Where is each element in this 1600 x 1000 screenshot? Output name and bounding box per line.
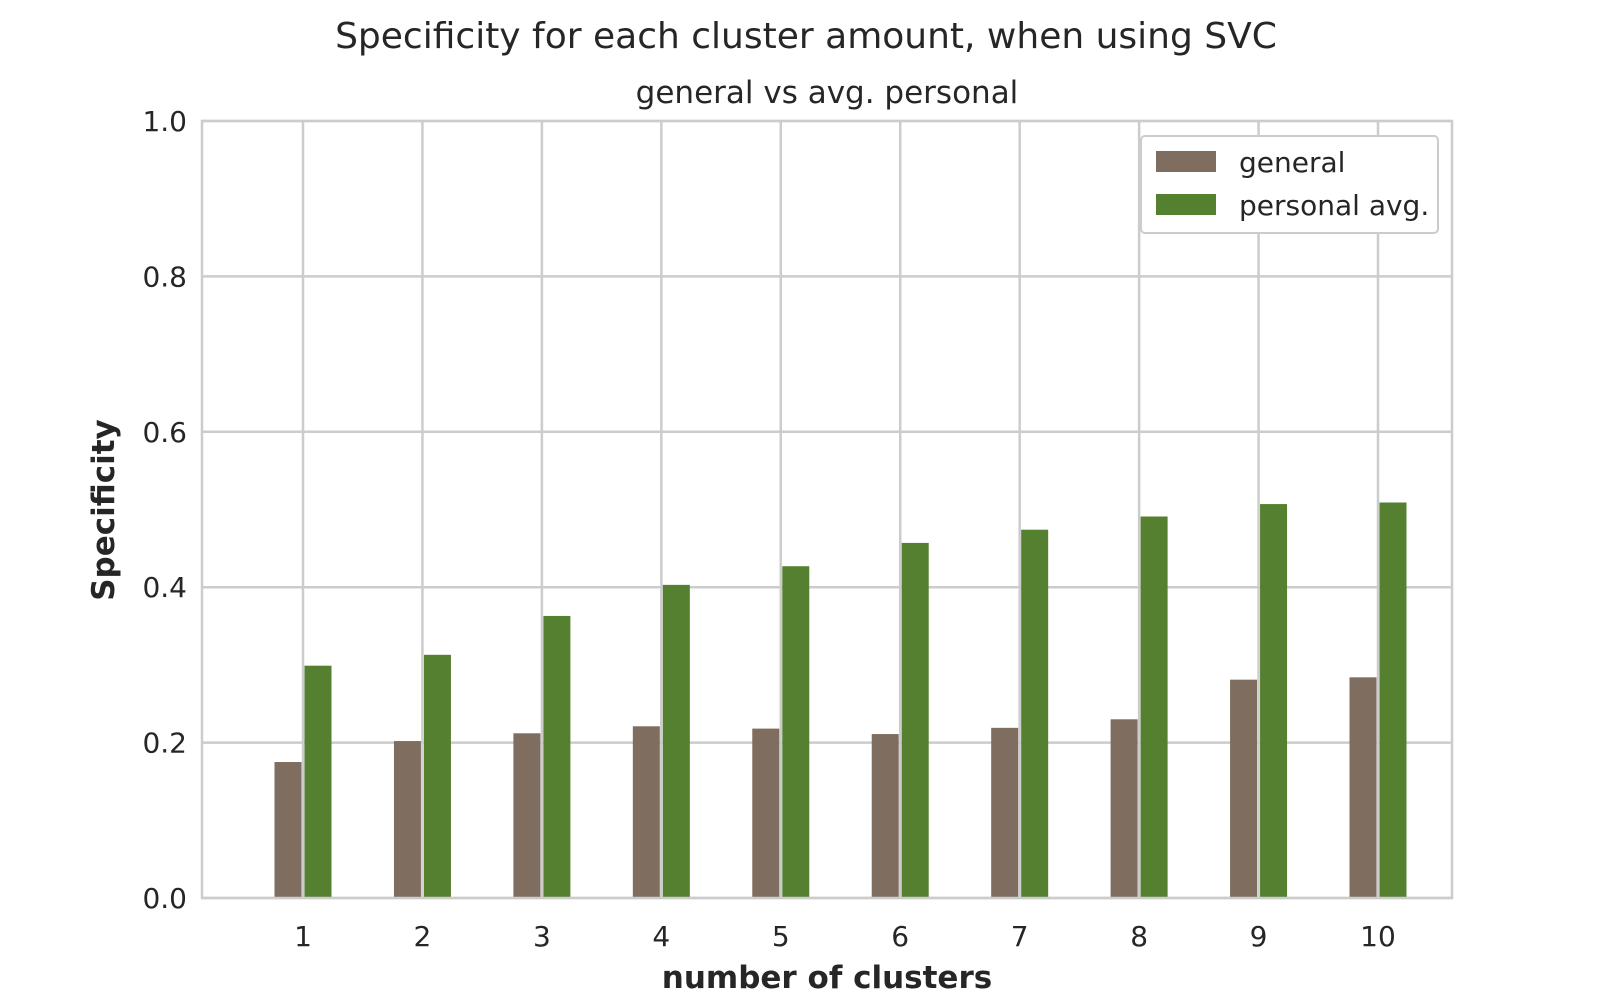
x-tick-label: 10 [1360, 920, 1396, 953]
x-tick-label: 3 [533, 920, 551, 953]
x-tick-label: 8 [1130, 920, 1148, 953]
bar-general-3 [513, 733, 541, 898]
bar-personal-avg-4 [662, 584, 690, 898]
bar-personal-avg-8 [1140, 516, 1168, 898]
x-tick-labels: 1 2 3 4 5 6 7 8 9 10 [294, 920, 1396, 953]
bar-personal-avg-5 [782, 566, 810, 898]
bar-general-1 [274, 762, 302, 898]
x-tick-label: 5 [772, 920, 790, 953]
bar-personal-avg-7 [1021, 529, 1049, 898]
x-tick-label: 1 [294, 920, 312, 953]
bar-general-2 [393, 741, 421, 898]
bar-personal-avg-1 [304, 665, 332, 898]
y-tick-label: 0.8 [142, 260, 187, 293]
chart-title: Specificity for each cluster amount, whe… [335, 16, 1277, 57]
y-tick-label: 0.6 [142, 416, 187, 449]
bar-personal-avg-9 [1260, 504, 1288, 898]
legend-label-general: general [1239, 146, 1345, 179]
bar-general-6 [871, 734, 899, 898]
bar-general-10 [1349, 677, 1377, 898]
bar-personal-avg-6 [901, 542, 929, 898]
y-axis-label: Specificity [86, 419, 122, 601]
bar-general-9 [1230, 679, 1258, 898]
legend-swatch-personal-avg [1156, 194, 1216, 215]
bar-general-5 [752, 728, 780, 898]
x-tick-label: 9 [1250, 920, 1268, 953]
y-tick-labels: 0.0 0.2 0.4 0.6 0.8 1.0 [142, 105, 187, 915]
bar-general-7 [991, 727, 1019, 898]
bars [274, 502, 1407, 898]
bar-personal-avg-2 [423, 654, 451, 898]
bar-general-4 [632, 726, 660, 898]
legend-label-personal-avg: personal avg. [1239, 189, 1429, 222]
x-tick-label: 4 [652, 920, 670, 953]
y-tick-label: 1.0 [142, 105, 187, 138]
chart-subtitle: general vs avg. personal [636, 75, 1019, 111]
x-axis-label: number of clusters [662, 960, 992, 996]
x-tick-label: 6 [891, 920, 909, 953]
x-tick-label: 7 [1011, 920, 1029, 953]
bar-personal-avg-3 [543, 615, 571, 898]
y-tick-label: 0.2 [142, 727, 187, 760]
plot-frame [200, 119, 1454, 900]
bar-general-8 [1110, 719, 1138, 898]
legend-swatch-general [1156, 151, 1216, 172]
legend: general personal avg. [1140, 135, 1439, 234]
bar-personal-avg-10 [1379, 502, 1407, 898]
y-tick-label: 0.0 [142, 882, 187, 915]
y-tick-label: 0.4 [142, 571, 187, 604]
x-tick-label: 2 [414, 920, 432, 953]
